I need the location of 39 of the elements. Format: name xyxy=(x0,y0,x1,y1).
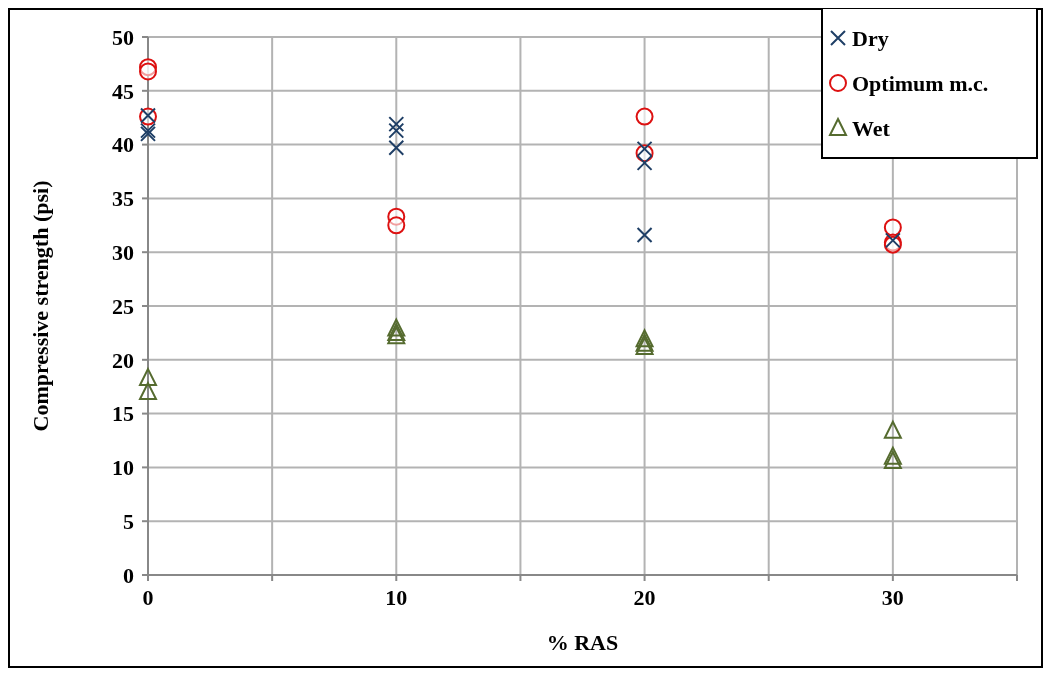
y-tick-label: 50 xyxy=(112,24,134,50)
y-tick-label: 40 xyxy=(112,132,134,158)
point xyxy=(883,450,902,469)
y-tick-label: 25 xyxy=(112,293,134,319)
y-tick-label: 30 xyxy=(112,239,134,265)
x-tick-label: 20 xyxy=(633,585,656,610)
point xyxy=(387,216,406,235)
point xyxy=(883,446,902,465)
legend-label: Wet xyxy=(852,115,891,141)
x-tick-label: 10 xyxy=(385,585,408,610)
point xyxy=(387,326,406,345)
point xyxy=(636,154,653,171)
y-tick-label: 5 xyxy=(123,508,134,534)
y-tick-label: 10 xyxy=(112,455,134,481)
point xyxy=(388,116,405,133)
y-axis-title: Compressive strength (psi) xyxy=(28,180,53,432)
point xyxy=(139,368,157,387)
point xyxy=(635,329,654,348)
y-tick-label: 15 xyxy=(112,401,134,427)
point xyxy=(139,382,157,401)
point xyxy=(883,420,902,439)
y-tick-label: 0 xyxy=(123,562,134,588)
x-tick-label: 30 xyxy=(881,585,904,610)
x-axis-title: % RAS xyxy=(546,630,619,655)
y-tick-label: 45 xyxy=(112,78,134,104)
point xyxy=(387,322,406,341)
legend-label: Optimum m.c. xyxy=(852,70,989,96)
point xyxy=(636,226,653,243)
point xyxy=(139,62,157,81)
y-tick-label: 20 xyxy=(112,347,134,373)
point xyxy=(883,218,902,237)
point xyxy=(388,122,405,139)
point xyxy=(635,107,654,126)
legend-label: Dry xyxy=(852,25,889,51)
point xyxy=(387,318,406,337)
x-tick-label: 0 xyxy=(142,585,154,610)
point xyxy=(388,139,405,156)
point xyxy=(636,140,653,157)
y-tick-label: 35 xyxy=(112,186,134,212)
